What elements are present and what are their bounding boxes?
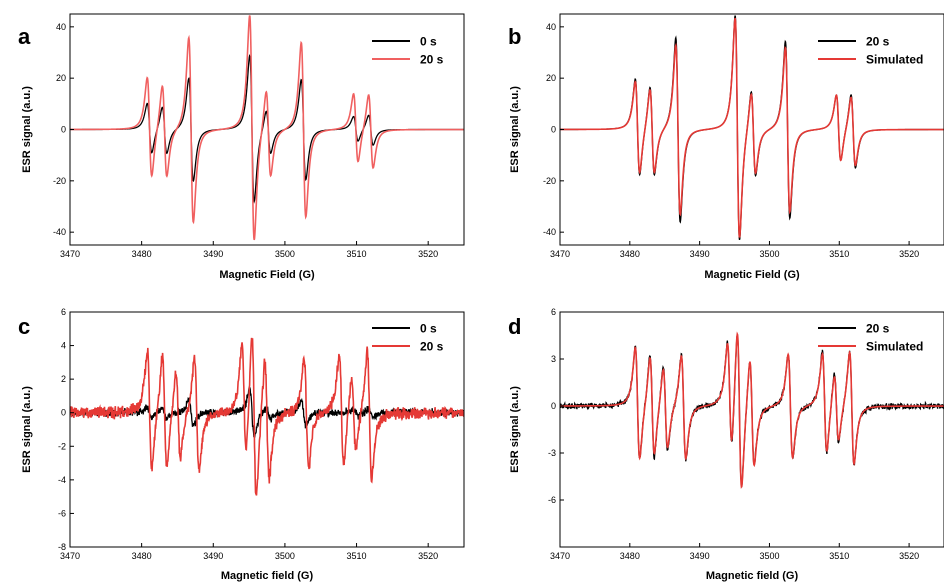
x-tick-label: 3500 [759,249,779,259]
y-tick-label: 0 [551,401,556,411]
panel-a: 3470 3480 3490 3500 3510 3520 -40 -20 0 20 40 Magne… [18,13,465,281]
x-tick-label: 3510 [829,249,849,259]
y-tick-label: -6 [58,508,66,518]
x-tick-label: 3470 [550,551,570,561]
series-line-simulated [560,331,944,489]
x-tick-label: 3470 [550,249,570,259]
legend-label: 0 s [420,322,437,336]
y-tick-label: -4 [58,475,66,485]
y-tick-label: 0 [551,125,556,135]
series-line-simulated [560,17,944,238]
legend-label: 0 s [420,35,437,49]
x-tick-label: 3490 [690,249,710,259]
y-tick-label: 6 [551,307,556,317]
x-tick-label: 3500 [759,551,779,561]
y-tick-label: -2 [58,441,66,451]
y-axis-label: ESR signal (a.u.) [509,86,521,173]
y-tick-label: -6 [548,495,556,505]
x-tick-label: 3510 [347,249,367,259]
x-axis-label: Magnetic field (G) [706,570,799,582]
x-tick-label: 3480 [620,249,640,259]
x-tick-label: 3490 [690,551,710,561]
plot-frame [69,311,465,548]
series-line-20-s [70,15,464,241]
y-tick-label: 2 [61,374,66,384]
y-tick-label: 3 [551,354,556,364]
y-tick-label: -20 [543,176,556,186]
x-tick-label: 3480 [620,551,640,561]
panel-letter: a [18,24,31,49]
y-tick-label: 0 [61,125,66,135]
x-tick-label: 3520 [899,249,919,259]
plot-frame [559,311,944,548]
y-tick-label: -40 [53,227,66,237]
x-axis-label: Magnetic field (G) [221,570,314,582]
x-tick-label: 3480 [132,249,152,259]
y-tick-label: 40 [56,22,66,32]
x-tick-label: 3470 [60,249,80,259]
x-tick-label: 3480 [132,551,152,561]
x-tick-label: 3470 [60,551,80,561]
legend-label: 20 s [420,53,444,67]
panel-letter: c [18,314,30,339]
y-axis-label: ESR signal (a.u.) [509,386,521,473]
panel-b: 3470 3480 3490 3500 3510 3520 -40 -20 0 20 40 Magne… [508,13,944,281]
panel-letter: d [508,314,521,339]
x-tick-label: 3510 [347,551,367,561]
x-tick-label: 3520 [418,249,438,259]
y-tick-label: 40 [546,22,556,32]
series-line-20-s [70,337,464,496]
y-axis-label: ESR signal (a.u.) [21,86,33,173]
y-tick-label: 20 [56,73,66,83]
y-tick-label: 4 [61,341,66,351]
x-tick-label: 3490 [203,249,223,259]
y-tick-label: -3 [548,448,556,458]
x-axis-label: Magnetic Field (G) [219,269,315,281]
y-tick-label: 0 [61,408,66,418]
legend-label: Simulated [866,340,923,354]
x-tick-label: 3520 [418,551,438,561]
legend-label: 20 s [866,322,890,336]
y-tick-label: -40 [543,227,556,237]
y-axis-label: ESR signal (a.u.) [21,386,33,473]
y-tick-label: 20 [546,73,556,83]
legend-label: Simulated [866,53,923,67]
y-tick-label: -20 [53,176,66,186]
panel-d: 3470 3480 3490 3500 3510 3520 -6 -3 0 3 6 Magnetic … [508,307,944,582]
panel-c: 3470 3480 3490 3500 3510 3520 -8 -6 -4 -2 0 2 4 6 Magn… [18,307,465,582]
x-tick-label: 3490 [203,551,223,561]
x-axis-label: Magnetic Field (G) [704,269,800,281]
panel-letter: b [508,24,521,49]
legend-label: 20 s [420,340,444,354]
y-tick-label: 6 [61,307,66,317]
y-tick-label: -8 [58,542,66,552]
x-tick-label: 3510 [829,551,849,561]
x-tick-label: 3500 [275,551,295,561]
legend-label: 20 s [866,35,890,49]
x-tick-label: 3500 [275,249,295,259]
x-tick-label: 3520 [899,551,919,561]
